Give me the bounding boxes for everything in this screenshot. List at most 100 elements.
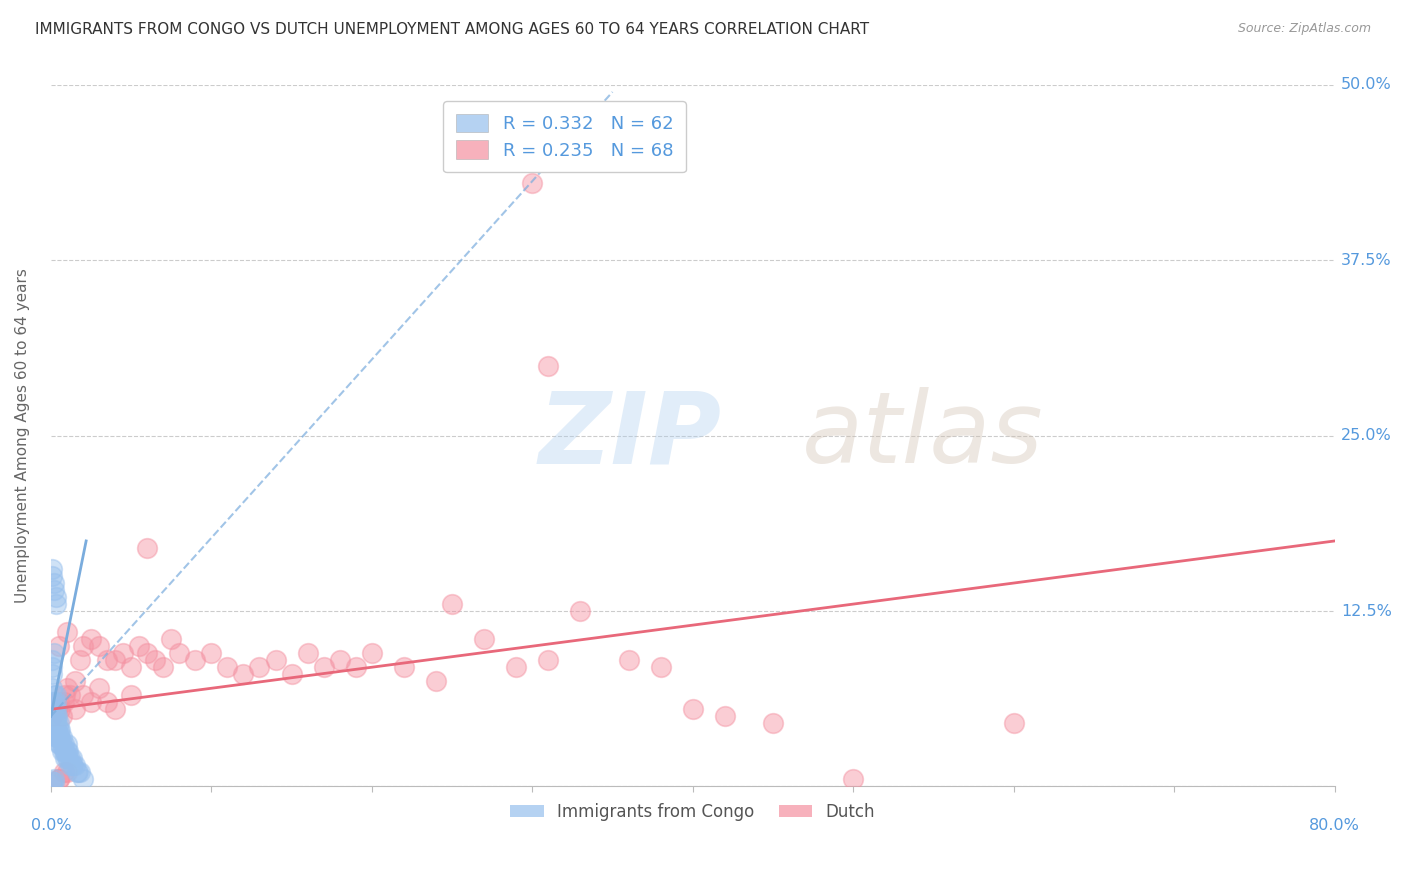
Point [63,702,86,716]
Point [60,751,83,765]
Point [41,681,63,696]
Point [41,773,63,788]
Point [360,646,382,660]
Point [96,695,118,709]
Point [46,723,69,738]
Point [48,716,70,731]
Point [63,674,86,689]
Point [51,731,73,745]
Point [51,709,73,723]
Point [45,702,67,716]
Point [264,653,287,667]
Point [56,751,79,765]
Point [312,660,335,674]
Point [425,674,447,689]
Point [42,709,65,723]
Point [49,702,72,716]
Point [87,681,110,696]
Point [249,660,271,674]
Point [762,716,785,731]
Point [200,646,222,660]
Point [62,758,84,772]
Point [48,772,70,787]
Text: 37.5%: 37.5% [1341,252,1392,268]
Point [537,653,560,667]
Point [280,667,302,681]
Point [48,695,70,709]
Point [42,723,65,738]
Point [63,758,86,772]
Point [41,723,63,738]
Point [49,731,72,745]
Point [537,359,560,373]
Point [52,765,75,780]
Point [41,709,63,723]
Point [842,772,865,787]
Point [152,660,174,674]
Point [297,646,319,660]
Point [41,667,63,681]
Point [167,646,190,660]
Text: 0.0%: 0.0% [31,818,72,833]
Point [160,632,183,647]
Point [56,765,79,780]
Point [48,723,70,738]
Point [143,653,166,667]
Point [46,731,69,745]
Point [617,653,640,667]
Point [53,744,76,758]
Point [650,660,672,674]
Point [60,758,83,772]
Point [52,738,75,752]
Point [53,688,76,702]
Point [45,597,67,611]
Y-axis label: Unemployment Among Ages 60 to 64 years: Unemployment Among Ages 60 to 64 years [15,268,30,603]
Point [714,709,737,723]
Point [42,688,65,702]
Point [41,660,63,674]
Point [45,695,67,709]
Point [56,625,79,640]
Text: 12.5%: 12.5% [1341,604,1392,619]
Point [69,765,91,780]
Point [569,604,592,618]
Point [56,681,79,696]
Point [522,176,544,190]
Point [136,646,159,660]
Text: Source: ZipAtlas.com: Source: ZipAtlas.com [1237,22,1371,36]
Point [344,660,367,674]
Point [59,758,82,772]
Point [52,695,75,709]
Point [58,744,80,758]
Point [49,738,72,752]
Point [49,723,72,738]
Point [72,772,94,787]
Text: atlas: atlas [801,387,1043,484]
Point [48,772,70,787]
Point [46,702,69,716]
Point [42,702,65,716]
Point [505,660,527,674]
Point [128,639,150,653]
Point [72,639,94,653]
Point [59,751,82,765]
Text: 80.0%: 80.0% [1309,818,1360,833]
Point [136,541,159,555]
Point [42,646,65,660]
Point [120,688,142,702]
Point [65,765,87,780]
Point [41,702,63,716]
Point [120,660,142,674]
Point [41,653,63,667]
Point [441,597,464,611]
Point [45,731,67,745]
Point [56,744,79,758]
Point [41,562,63,576]
Point [58,751,80,765]
Point [46,709,69,723]
Point [53,751,76,765]
Legend: Immigrants from Congo, Dutch: Immigrants from Congo, Dutch [503,796,882,827]
Point [48,639,70,653]
Point [1002,716,1025,731]
Point [104,653,127,667]
